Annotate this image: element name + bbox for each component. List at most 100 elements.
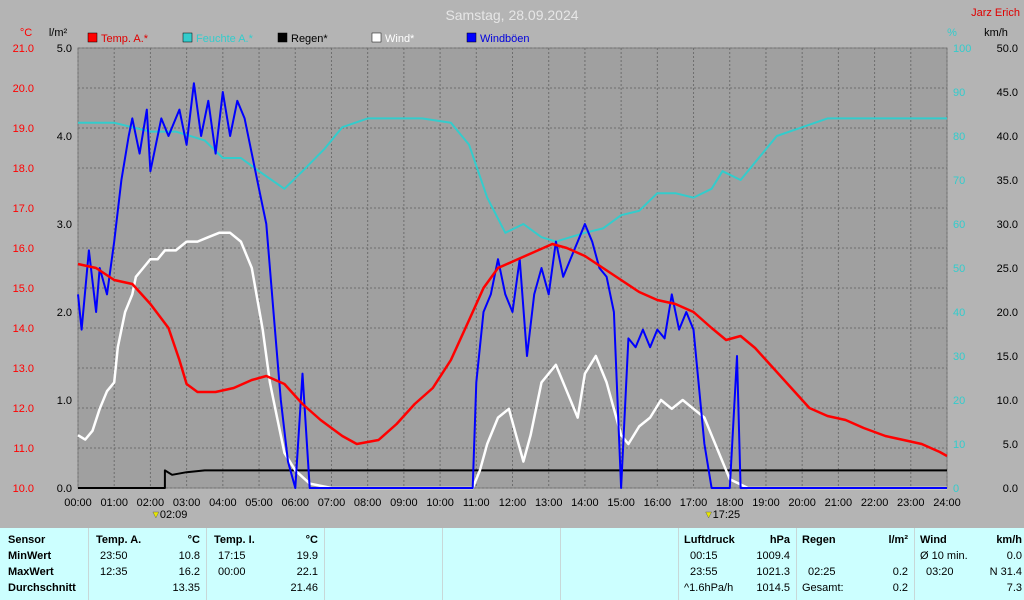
wind-unit: km/h <box>996 534 1022 546</box>
rain-tick-label: 5.0 <box>57 43 72 55</box>
series-line-temp-a <box>77 242 948 458</box>
sunset-time: 17:25 <box>713 509 741 521</box>
temp-i-max-time: 00:00 <box>218 566 246 578</box>
temp-tick-label: 18.0 <box>13 163 34 175</box>
temp-i-min-value: 19.9 <box>296 550 318 562</box>
pressure-min-value: 1009.4 <box>756 550 790 562</box>
sensor-column: Sensor MinWert MaxWert Durchschnitt <box>0 528 89 600</box>
x-tick-label: 24:00 <box>933 497 961 509</box>
series-line-regen <box>78 469 947 489</box>
legend-label: Feuchte A.* <box>196 33 254 45</box>
temp-i-max-value: 22.1 <box>296 566 318 578</box>
wind-tick-label: 15.0 <box>997 351 1018 363</box>
pressure-max-time: 23:55 <box>690 566 718 578</box>
temp-a-column: Temp. A. °C 23:50 10.8 12:35 16.2 13.35 <box>88 528 207 600</box>
wind-max-value: N 31.4 <box>989 566 1022 578</box>
rain-total-label: Gesamt: <box>802 582 844 594</box>
legend-label: Windböen <box>480 33 530 45</box>
wind-header: Wind <box>920 534 947 546</box>
sunrise-time: 02:09 <box>160 509 188 521</box>
legend-swatch <box>87 32 98 43</box>
rain-tick-label: 1.0 <box>57 395 72 407</box>
temp-a-min-value: 10.8 <box>178 550 200 562</box>
temp-a-avg-value: 13.35 <box>172 582 200 594</box>
temp-i-min-time: 17:15 <box>218 550 246 562</box>
legend-swatch <box>182 32 193 43</box>
x-tick-label: 15:00 <box>607 497 635 509</box>
temp-axis-unit: °C <box>20 27 32 39</box>
pressure-column: Luftdruck hPa 00:15 1009.4 23:55 1021.3 … <box>678 528 797 600</box>
x-tick-label: 12:00 <box>499 497 527 509</box>
x-tick-label: 13:00 <box>535 497 563 509</box>
x-tick-label: 18:00 <box>716 497 744 509</box>
x-tick-label: 10:00 <box>426 497 454 509</box>
x-tick-label: 11:00 <box>463 497 490 509</box>
x-tick-label: 00:00 <box>64 497 92 509</box>
wind-tick-label: 50.0 <box>997 43 1018 55</box>
x-tick-label: 06:00 <box>281 497 309 509</box>
wind-column: Wind km/h Ø 10 min. 0.0 03:20 N 31.4 7.3 <box>914 528 1024 600</box>
temp-i-unit: °C <box>305 534 318 546</box>
wind-avg10-value: 0.0 <box>1006 550 1022 562</box>
x-tick-label: 07:00 <box>318 497 346 509</box>
x-tick-label: 14:00 <box>571 497 599 509</box>
sunrise-icon <box>152 511 160 519</box>
row-label-max: MaxWert <box>8 566 54 578</box>
wind-avg-value: 7.3 <box>1006 582 1022 594</box>
x-tick-label: 05:00 <box>245 497 273 509</box>
rain-unit: l/m² <box>888 534 908 546</box>
pressure-max-value: 1021.3 <box>756 566 790 578</box>
temp-tick-label: 16.0 <box>13 243 34 255</box>
legend-label: Regen* <box>291 33 328 45</box>
legend-swatch <box>371 32 382 43</box>
x-tick-label: 03:00 <box>173 497 201 509</box>
x-tick-label: 19:00 <box>752 497 780 509</box>
temp-tick-label: 17.0 <box>13 203 34 215</box>
rain-max-time: 02:25 <box>808 566 836 578</box>
pressure-avg-value: 1014.5 <box>756 582 790 594</box>
temp-tick-label: 19.0 <box>13 123 34 135</box>
temp-tick-label: 11.0 <box>13 443 34 455</box>
pressure-unit: hPa <box>769 534 790 546</box>
wind-max-time: 03:20 <box>926 566 954 578</box>
author-label: Jarz Erich <box>971 7 1020 19</box>
x-tick-label: 02:00 <box>137 497 165 509</box>
humidity-tick-label: 90 <box>953 87 965 99</box>
rain-column: Regen l/m² 02:25 0.2 Gesamt: 0.2 <box>796 528 915 600</box>
temp-i-avg-value: 21.46 <box>290 582 318 594</box>
temp-tick-label: 14.0 <box>13 323 34 335</box>
pressure-trend: ^1.6hPa/h <box>684 582 734 594</box>
humidity-axis-unit: % <box>947 27 957 39</box>
rain-max-value: 0.2 <box>892 566 908 578</box>
temp-a-unit: °C <box>187 534 200 546</box>
temp-tick-label: 21.0 <box>13 43 34 55</box>
temp-tick-label: 15.0 <box>13 283 34 295</box>
rain-total-value: 0.2 <box>892 582 908 594</box>
pressure-header: Luftdruck <box>684 534 735 546</box>
legend-swatch <box>277 32 288 43</box>
wind-tick-label: 10.0 <box>997 395 1018 407</box>
x-tick-label: 08:00 <box>354 497 382 509</box>
rain-tick-label: 0.0 <box>57 483 72 495</box>
wind-avg10-label: Ø 10 min. <box>920 550 968 562</box>
temp-tick-label: 12.0 <box>13 403 34 415</box>
chart-title: Samstag, 28.09.2024 <box>445 7 578 23</box>
humidity-tick-label: 0 <box>953 483 959 495</box>
legend-label: Temp. A.* <box>101 33 149 45</box>
x-tick-label: 16:00 <box>644 497 672 509</box>
weather-chart: 00:00 01:00 02:00 03:00 04:00 05:00 06:00 07:00… <box>13 7 1020 521</box>
x-tick-label: 09:00 <box>390 497 418 509</box>
wind-tick-label: 30.0 <box>997 219 1018 231</box>
temp-i-header: Temp. I. <box>214 534 255 546</box>
series-line-feuchte-a <box>78 117 947 243</box>
wind-tick-label: 20.0 <box>997 307 1018 319</box>
humidity-tick-label: 20 <box>953 395 965 407</box>
rain-tick-label: 3.0 <box>57 219 72 231</box>
sunset-icon <box>705 511 713 519</box>
x-tick-label: 17:00 <box>680 497 708 509</box>
wind-tick-label: 35.0 <box>997 175 1018 187</box>
humidity-tick-label: 70 <box>953 175 965 187</box>
temp-tick-label: 10.0 <box>13 483 34 495</box>
rain-tick-label: 4.0 <box>57 131 72 143</box>
legend-swatch <box>466 32 477 43</box>
